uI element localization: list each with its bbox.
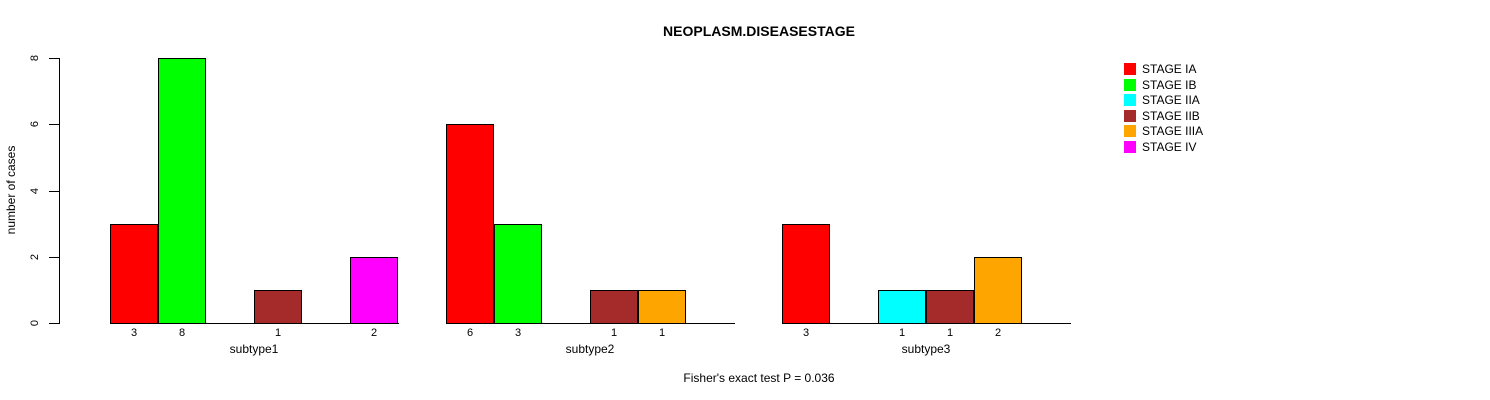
legend-row: STAGE IA (1124, 63, 1203, 75)
bar-stage-iiia-subtype3 (974, 257, 1022, 324)
bar-stage-iv-subtype1 (350, 257, 398, 324)
category-label-subtype3: subtype3 (901, 342, 951, 356)
bar-value-label: 1 (946, 327, 954, 339)
y-tick-label: 2 (29, 253, 41, 261)
legend-row: STAGE IIIA (1124, 125, 1203, 137)
bar-value-label: 1 (610, 327, 618, 339)
y-tick-mark (49, 191, 59, 192)
bar-stage-iiia-subtype2 (638, 290, 686, 324)
annotation-caption: Fisher's exact test P = 0.036 (683, 371, 835, 385)
legend-row: STAGE IV (1124, 139, 1203, 154)
y-tick-label: 0 (29, 319, 41, 327)
bar-value-label: 3 (130, 327, 138, 339)
bar-value-label: 3 (514, 327, 522, 339)
y-tick-label: 6 (29, 120, 41, 128)
y-tick-mark (49, 124, 59, 125)
bar-value-label: 8 (178, 327, 186, 339)
legend-label: STAGE IIA (1142, 93, 1200, 107)
category-label-subtype1: subtype1 (229, 342, 279, 356)
bar-stage-iia-subtype3 (878, 290, 926, 324)
legend-label: STAGE IIB (1142, 108, 1200, 123)
y-tick-mark (49, 323, 59, 324)
bar-stage-ib-subtype1 (158, 58, 206, 324)
legend-swatch (1124, 109, 1136, 122)
legend-label: STAGE IA (1142, 62, 1197, 76)
legend: STAGE IA STAGE IB STAGE IIA STAGE IIB STAGE … (1124, 63, 1203, 156)
y-tick-mark (49, 257, 59, 258)
legend-swatch (1124, 63, 1136, 75)
legend-label: STAGE IIIA (1142, 124, 1204, 138)
legend-label: STAGE IB (1142, 77, 1197, 92)
legend-label: STAGE IV (1142, 139, 1197, 154)
chart-title: NEOPLASM.DISEASESTAGE (663, 23, 855, 39)
legend-row: STAGE IIA (1124, 94, 1203, 106)
bar-stage-ib-subtype2 (494, 224, 542, 324)
y-tick-label: 4 (29, 187, 41, 195)
legend-row: STAGE IIB (1124, 108, 1203, 123)
bar-stage-iib-subtype1 (254, 290, 302, 324)
y-axis-line (59, 58, 60, 324)
bar-value-label: 3 (802, 327, 810, 339)
legend-swatch (1124, 125, 1136, 137)
y-tick-label: 8 (29, 54, 41, 62)
category-label-subtype2: subtype2 (565, 342, 615, 356)
bar-value-label: 1 (658, 327, 666, 339)
bar-stage-ia-subtype3 (782, 224, 830, 324)
legend-swatch (1124, 78, 1136, 91)
legend-swatch (1124, 94, 1136, 106)
legend-row: STAGE IB (1124, 77, 1203, 92)
bar-stage-iib-subtype3 (926, 290, 974, 324)
bar-value-label: 2 (370, 327, 378, 339)
legend-swatch (1124, 140, 1136, 153)
bar-value-label: 6 (466, 327, 474, 339)
bar-value-label: 1 (274, 327, 282, 339)
bar-stage-ia-subtype2 (446, 124, 494, 324)
bar-value-label: 2 (994, 327, 1002, 339)
bar-stage-iib-subtype2 (590, 290, 638, 324)
y-tick-mark (49, 58, 59, 59)
bar-value-label: 1 (898, 327, 906, 339)
bar-stage-ia-subtype1 (110, 224, 158, 324)
